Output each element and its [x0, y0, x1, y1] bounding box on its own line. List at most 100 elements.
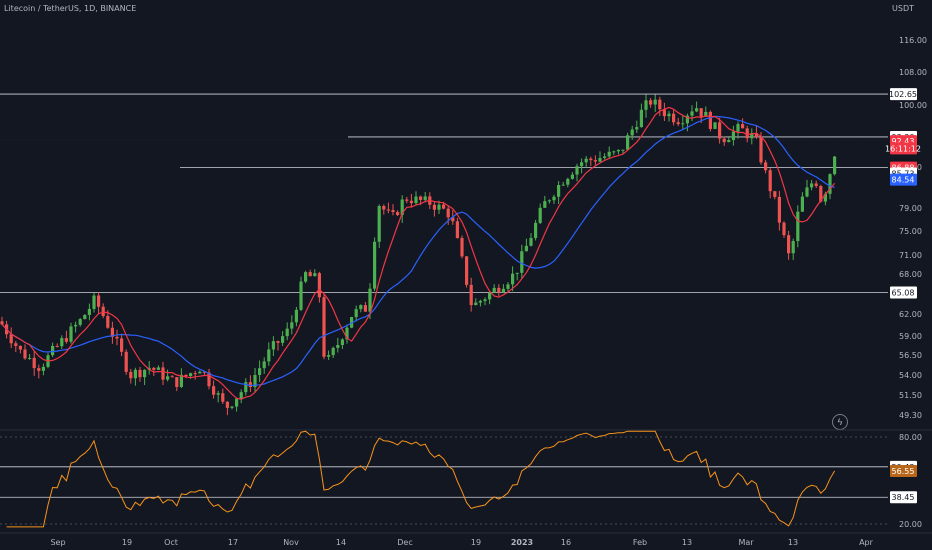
candle-body [271, 341, 275, 350]
candle-body [9, 334, 13, 344]
candle-body [340, 339, 344, 346]
candle-body [708, 111, 712, 129]
candle-body [363, 305, 367, 312]
price-tick-label: 68.00 [899, 270, 922, 279]
candle-body [69, 326, 73, 342]
candle-body [465, 256, 469, 285]
candle-body [469, 284, 473, 306]
candle-body [796, 211, 800, 242]
candle-body [354, 309, 358, 318]
candle-body [327, 355, 331, 357]
candle-body [179, 374, 183, 387]
candle-body [37, 368, 41, 371]
candle-body [488, 292, 492, 300]
price-tag [890, 465, 917, 478]
price-tick-label: 59.00 [899, 332, 922, 341]
candle-body [18, 345, 22, 350]
candle-body [28, 357, 32, 359]
candle-body [239, 392, 243, 399]
price-tick-label: 100.00 [899, 101, 927, 110]
candle-body [414, 196, 418, 204]
candle-body [106, 316, 110, 328]
time-tick-label: Oct [164, 538, 178, 547]
candle-body [538, 207, 542, 223]
candle-body [120, 338, 124, 352]
price-tag [890, 286, 917, 299]
candle-body [442, 204, 446, 209]
time-tick-label: 17 [228, 538, 238, 547]
time-tick-label: Sep [50, 538, 65, 547]
price-tag-label: 92.43 [892, 137, 915, 146]
candle-body [658, 99, 662, 110]
candle-body [828, 174, 832, 194]
candle-body [78, 319, 82, 325]
price-tick-label: 79.00 [899, 204, 922, 213]
candle-body [193, 373, 197, 375]
candle-body [276, 341, 280, 343]
candle-body [373, 241, 377, 289]
price-tick-label: 49.30 [899, 411, 922, 420]
candle-body [386, 209, 390, 211]
candle-body [423, 196, 427, 200]
candle-body [575, 166, 579, 175]
candle-body [497, 287, 501, 293]
price-tag-label: 38.45 [892, 493, 915, 502]
candle-body [64, 338, 68, 342]
candle-body [672, 113, 676, 123]
candle-body [635, 127, 639, 130]
price-tick-label: 75.00 [899, 227, 922, 236]
candle-body [589, 158, 593, 161]
candle-body [0, 321, 4, 325]
candle-body [156, 367, 160, 370]
candle-body [492, 287, 496, 293]
candle-body [727, 140, 731, 143]
candle-body [736, 124, 740, 132]
rsi-tick-label: 20.00 [899, 520, 922, 529]
candle-body [92, 295, 96, 309]
candle-body [175, 377, 179, 387]
candle-body [189, 373, 193, 377]
candle-body [805, 187, 809, 197]
time-tick-label: Dec [397, 538, 412, 547]
candle-body [290, 322, 294, 329]
price-tag [890, 491, 917, 504]
candle-body [750, 133, 754, 139]
ma-slow-line [1, 115, 835, 387]
candle-body [561, 184, 565, 186]
candle-body [644, 100, 648, 110]
candle-body [60, 338, 64, 347]
candle-body [833, 156, 837, 175]
candle-body [759, 137, 763, 163]
time-tick-label: 13 [682, 538, 692, 547]
candle-body [552, 196, 556, 201]
candle-body [782, 222, 786, 236]
candle-body [304, 272, 308, 282]
candle-body [41, 366, 45, 371]
candle-body [299, 281, 303, 310]
time-tick-label: Feb [633, 538, 647, 547]
time-tick-label: Nov [283, 538, 299, 547]
candle-body [161, 367, 165, 380]
candle-body [133, 369, 137, 379]
candle-body [281, 336, 285, 343]
candle-body [787, 235, 791, 254]
candle-body [235, 398, 239, 407]
time-tick-label: Apr [859, 538, 874, 547]
candle-body [184, 374, 188, 377]
candle-body [718, 122, 722, 139]
candle-body [704, 111, 708, 117]
candle-body [202, 371, 206, 373]
candle-body [409, 200, 413, 204]
candle-body [152, 367, 156, 370]
candle-body [731, 131, 735, 141]
candle-body [166, 376, 170, 380]
candle-body [630, 129, 634, 136]
rsi-line [6, 430, 836, 528]
candle-body [207, 372, 211, 387]
candle-body [87, 308, 91, 315]
candle-body [529, 238, 533, 246]
price-tag [890, 88, 917, 101]
candle-body [506, 284, 510, 289]
candle-body [524, 245, 528, 252]
